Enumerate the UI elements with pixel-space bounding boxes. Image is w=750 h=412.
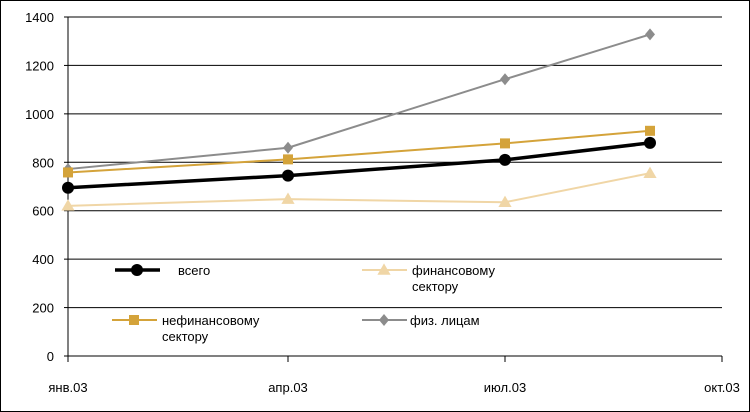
x-tick-label: окт.03 [704,380,740,395]
series-line-2 [67,129,651,174]
series-point-3 [500,73,510,86]
series-point-2 [500,138,510,149]
y-tick-labels: 0 200 400 600 800 1000 1200 1400 [25,10,54,364]
series-point-0 [644,136,656,149]
y-tick-label: 800 [32,155,54,170]
y-tick-label: 0 [47,349,54,364]
y-tick-label: 600 [32,204,54,219]
series-point-1 [498,195,512,208]
y-tick-label: 400 [32,252,54,267]
series-point-3 [283,141,293,154]
legend-label-2: нефинансовому сектору [162,313,260,344]
series-point-3 [645,28,655,41]
series-point-0 [62,181,74,194]
x-tick-label: июл.03 [484,380,526,395]
legend-label-1: финансовому сектору [412,263,495,294]
x-tick-label: янв.03 [48,380,87,395]
series-line-3 [67,33,651,171]
legend-marker-0 [131,264,143,276]
legend-marker-1 [377,263,391,275]
series-point-1 [281,192,295,204]
legend-marker-2 [129,315,139,325]
legend-label-3: физ. лицам [410,313,480,328]
series-point-2 [645,125,655,136]
axes [64,16,723,362]
series-line-1 [67,172,651,207]
y-tick-label: 1200 [25,58,54,73]
series-point-1 [61,199,75,211]
series-point-0 [282,169,294,182]
y-tick-label: 200 [32,301,54,316]
legend: всего финансовому сектору нефинансовому сект… [112,263,495,344]
y-tick-label: 1000 [25,107,54,122]
gridlines [68,16,722,309]
series-markers [61,28,657,211]
series-point-1 [643,166,657,178]
series-point-2 [283,154,293,165]
series-lines [67,33,651,207]
y-tick-label: 1400 [25,10,54,25]
series-point-2 [63,167,73,178]
x-tick-labels: янв.03 апр.03 июл.03 окт.03 [48,380,739,395]
legend-marker-3 [379,314,389,326]
series-point-0 [499,153,511,166]
x-tick-label: апр.03 [268,380,308,395]
series-line-0 [67,141,651,190]
legend-label-0: всего [178,263,210,278]
